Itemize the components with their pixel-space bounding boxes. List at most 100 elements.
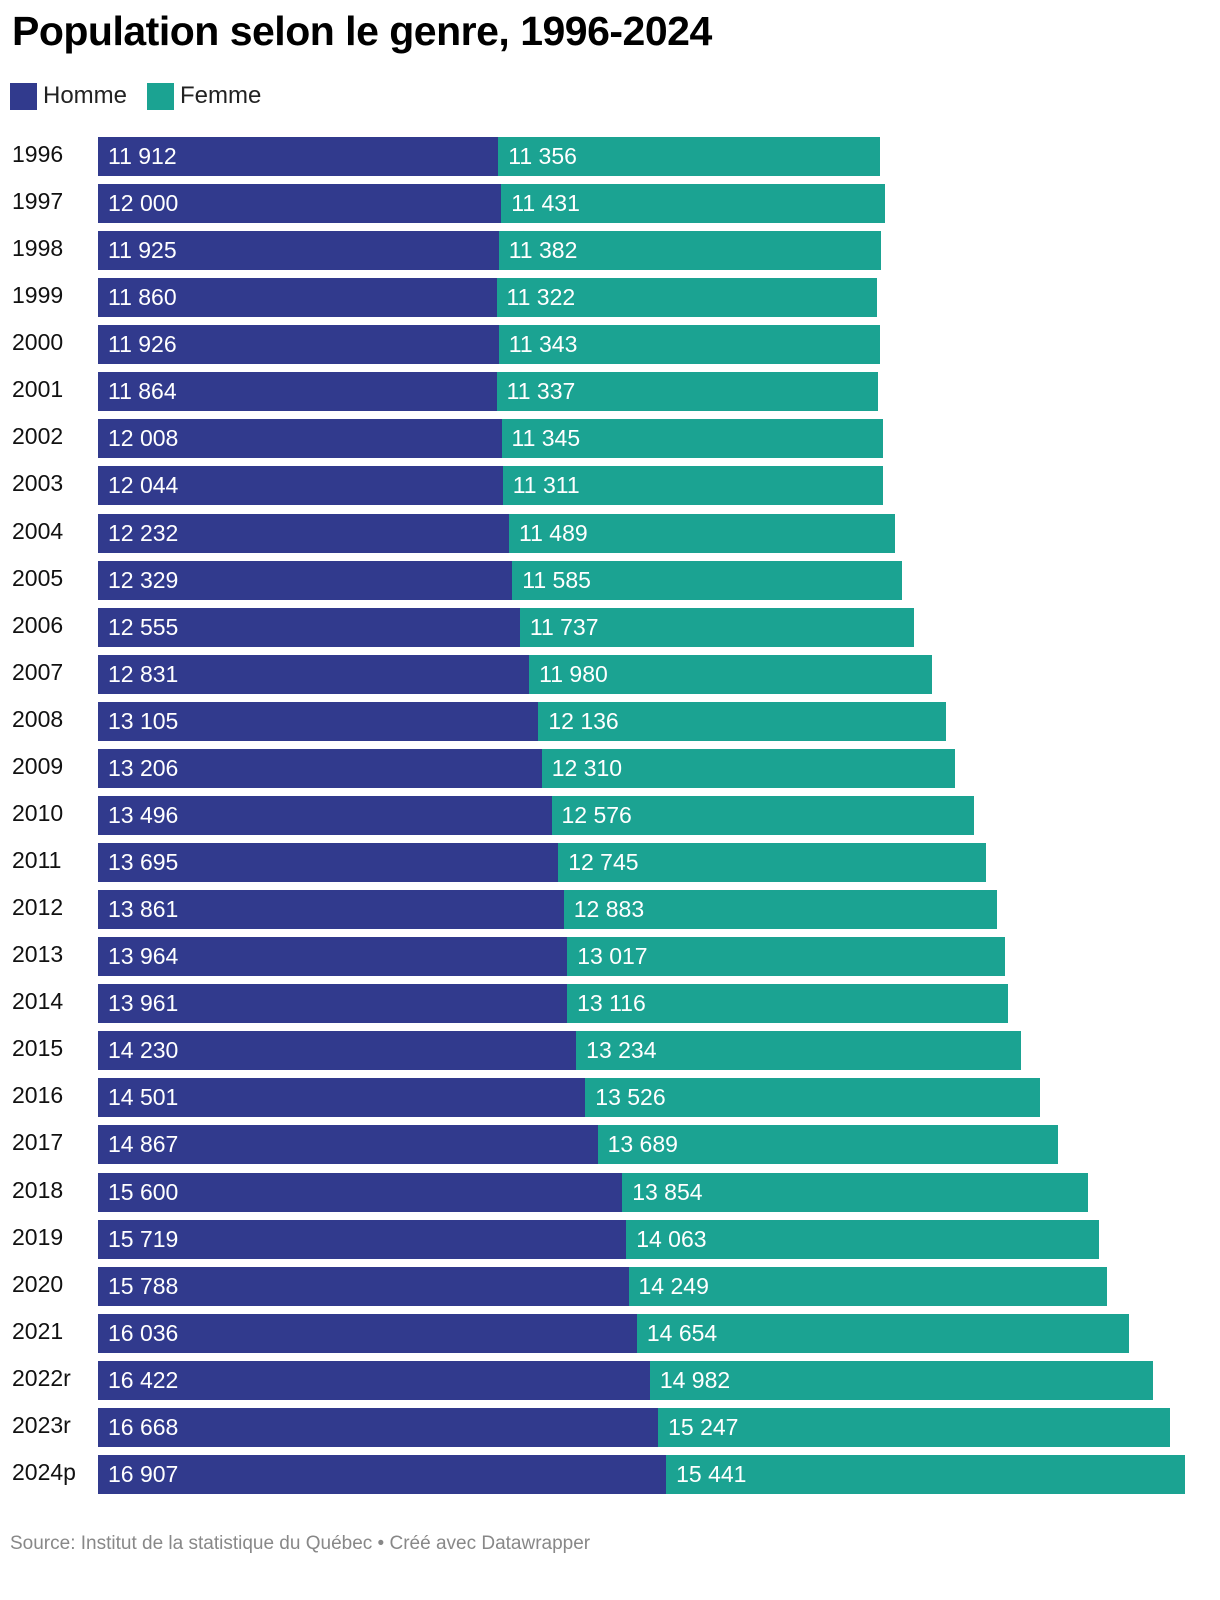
data-label-femme: 11 311 — [512, 472, 580, 498]
data-label-homme: 15 719 — [108, 1226, 179, 1252]
bar-homme — [98, 796, 552, 835]
data-label-femme: 11 337 — [506, 378, 576, 404]
data-label-femme: 12 136 — [548, 708, 619, 734]
legend-swatch-femme — [147, 82, 175, 110]
year-label: 2002 — [12, 423, 64, 449]
data-label-homme: 13 961 — [108, 990, 179, 1016]
data-label-homme: 12 044 — [108, 472, 179, 498]
bar-femme — [636, 1314, 1130, 1353]
data-label-homme: 14 501 — [108, 1084, 179, 1110]
bar-homme — [98, 1455, 667, 1494]
year-label: 2014 — [12, 988, 64, 1014]
bar-homme — [98, 137, 499, 176]
year-label: 2010 — [12, 800, 64, 826]
data-label-homme: 11 864 — [108, 378, 177, 404]
bar-femme — [666, 1455, 1185, 1494]
year-label: 2008 — [12, 706, 64, 732]
data-label-homme: 13 496 — [108, 802, 179, 828]
data-label-homme: 13 105 — [108, 708, 179, 734]
chart-title: Population selon le genre, 1996-2024 — [12, 8, 712, 54]
bar-femme — [498, 137, 880, 176]
data-label-femme: 11 356 — [508, 143, 577, 169]
data-label-femme: 14 654 — [646, 1320, 718, 1346]
data-label-femme: 13 526 — [595, 1084, 666, 1110]
bar-homme — [98, 890, 564, 929]
bar-homme — [98, 1031, 577, 1070]
bar-homme — [98, 608, 520, 647]
data-label-femme: 14 982 — [659, 1367, 731, 1393]
bar-femme — [496, 372, 878, 411]
data-label-homme: 12 555 — [108, 614, 179, 640]
year-label: 2023r — [12, 1412, 71, 1438]
data-label-homme: 12 000 — [108, 190, 179, 216]
bar-femme — [541, 749, 956, 788]
year-label: 1999 — [12, 282, 64, 308]
bar-femme — [512, 561, 902, 600]
data-label-homme: 11 912 — [108, 143, 177, 169]
data-label-homme: 13 964 — [108, 943, 179, 969]
bar-homme — [98, 843, 559, 882]
year-label: 2015 — [12, 1035, 64, 1061]
legend-label-femme: Femme — [180, 82, 262, 109]
legend-swatch-homme — [10, 82, 37, 110]
data-label-homme: 13 861 — [108, 896, 179, 922]
bar-homme — [98, 1078, 586, 1117]
year-label: 2021 — [12, 1318, 64, 1344]
bar-homme — [98, 984, 568, 1023]
bar-femme — [597, 1125, 1058, 1164]
bar-homme — [98, 1125, 598, 1164]
bar-femme — [501, 419, 883, 458]
data-label-femme: 12 576 — [561, 802, 632, 828]
bar-femme — [567, 937, 1005, 976]
data-label-homme: 11 926 — [108, 331, 177, 357]
legend-label-homme: Homme — [43, 82, 128, 109]
bar-femme — [509, 514, 896, 553]
year-label: 1996 — [12, 141, 64, 167]
year-label: 2004 — [12, 518, 64, 544]
bar-femme — [658, 1408, 1171, 1447]
bar-homme — [98, 514, 510, 553]
data-label-femme: 11 343 — [508, 331, 578, 357]
data-label-homme: 13 206 — [108, 755, 179, 781]
bar-homme — [98, 325, 499, 364]
data-label-femme: 11 980 — [539, 661, 608, 687]
data-label-femme: 11 585 — [522, 567, 591, 593]
data-label-femme: 11 345 — [511, 425, 581, 451]
data-label-femme: 12 883 — [573, 896, 645, 922]
bar-homme — [98, 1408, 659, 1447]
bar-femme — [622, 1173, 1088, 1212]
bar-femme — [576, 1031, 1021, 1070]
data-label-homme: 12 329 — [108, 567, 179, 593]
year-label: 2001 — [12, 376, 64, 402]
data-label-femme: 11 382 — [508, 237, 578, 263]
data-label-femme: 13 116 — [577, 990, 646, 1016]
data-label-femme: 11 489 — [519, 520, 588, 546]
data-label-femme: 12 310 — [551, 755, 623, 781]
bar-homme — [98, 1361, 650, 1400]
data-label-homme: 12 831 — [108, 661, 179, 687]
year-label: 2012 — [12, 894, 64, 920]
bar-homme — [98, 466, 503, 505]
year-label: 2013 — [12, 941, 64, 967]
year-label: 1997 — [12, 188, 64, 214]
bar-femme — [501, 184, 886, 223]
bar-homme — [98, 372, 497, 411]
bar-femme — [563, 890, 997, 929]
bar-homme — [98, 231, 499, 270]
bar-homme — [98, 1173, 623, 1212]
data-label-femme: 14 063 — [636, 1226, 707, 1252]
bar-homme — [98, 655, 530, 694]
bar-homme — [98, 937, 568, 976]
year-label: 1998 — [12, 235, 64, 261]
year-label: 2011 — [12, 847, 62, 873]
bar-homme — [98, 278, 497, 317]
bar-femme — [649, 1361, 1154, 1400]
year-label: 2019 — [12, 1224, 64, 1250]
legend-item-femme: Femme — [147, 82, 261, 110]
bar-homme — [98, 1267, 629, 1306]
year-label: 2022r — [12, 1365, 71, 1391]
year-label: 2005 — [12, 565, 64, 591]
bar-homme — [98, 1314, 637, 1353]
bar-homme — [98, 702, 539, 741]
